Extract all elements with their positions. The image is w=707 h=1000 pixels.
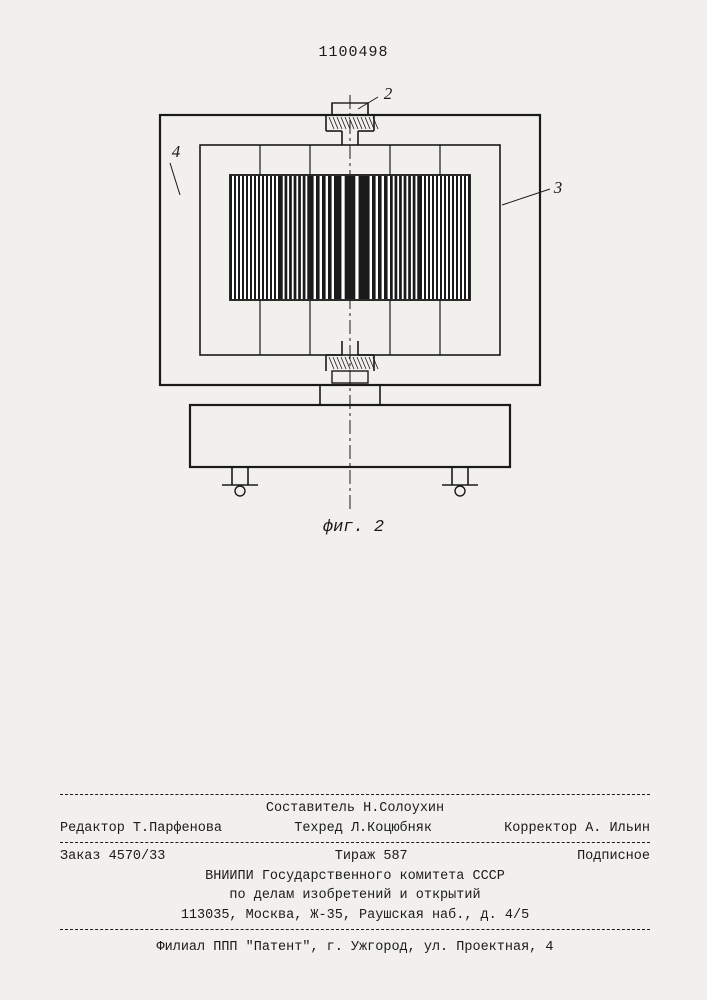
editor-name: Т.Парфенова (133, 821, 222, 836)
editor-label: Редактор (60, 821, 125, 836)
credits-row: Редактор Т.Парфенова Техред Л.Коцюбняк К… (60, 819, 650, 839)
branch-line: Филиал ППП "Патент", г. Ужгород, ул. Про… (60, 938, 650, 958)
colophon-block: Составитель Н.Солоухин Редактор Т.Парфен… (60, 790, 650, 958)
editor-cell: Редактор Т.Парфенова (60, 819, 222, 839)
order-row: Заказ 4570/33 Тираж 587 Подписное (60, 847, 650, 867)
tirage-value: 587 (383, 849, 407, 864)
dash-rule (60, 842, 650, 843)
svg-text:4: 4 (172, 142, 181, 161)
corrector-cell: Корректор А. Ильин (504, 819, 650, 839)
page-number: 1100498 (0, 44, 707, 61)
compositor-line: Составитель Н.Солоухин (60, 799, 650, 819)
figure-label: фиг. 2 (0, 518, 707, 537)
org-line-1: ВНИИПИ Государственного комитета СССР (60, 867, 650, 887)
subscription-cell: Подписное (577, 847, 650, 867)
org-line-2: по делам изобретений и открытий (60, 886, 650, 906)
corrector-label: Корректор (504, 821, 577, 836)
techred-cell: Техред Л.Коцюбняк (294, 819, 432, 839)
tirage-cell: Тираж 587 (335, 847, 408, 867)
techred-label: Техред (294, 821, 343, 836)
compositor-label: Составитель (266, 801, 355, 816)
svg-text:2: 2 (384, 85, 393, 103)
figure-2: 2 3 4 (110, 85, 590, 515)
compositor-name: Н.Солоухин (363, 801, 444, 816)
dash-rule (60, 929, 650, 930)
figure-svg: 2 3 4 (110, 85, 590, 515)
techred-name: Л.Коцюбняк (351, 821, 432, 836)
dash-rule (60, 794, 650, 795)
tirage-label: Тираж (335, 849, 376, 864)
address-line: 113035, Москва, Ж-35, Раушская наб., д. … (60, 906, 650, 926)
order-cell: Заказ 4570/33 (60, 847, 165, 867)
order-label: Заказ (60, 849, 101, 864)
order-value: 4570/33 (109, 849, 166, 864)
corrector-name: А. Ильин (585, 821, 650, 836)
svg-text:3: 3 (553, 178, 563, 197)
